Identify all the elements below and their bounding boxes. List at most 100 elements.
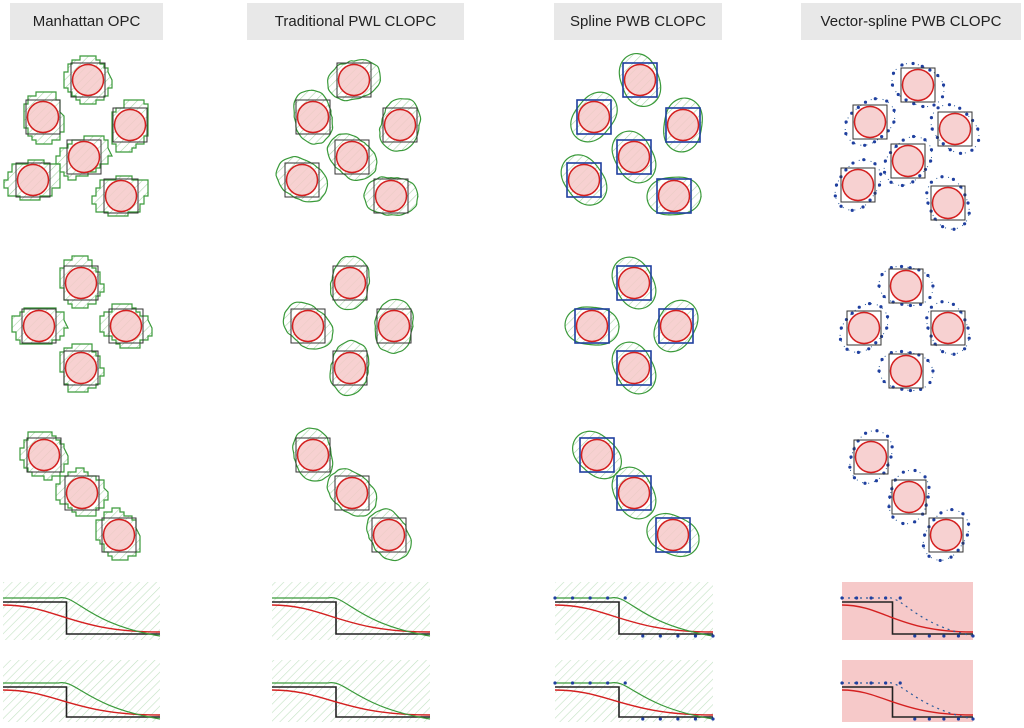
contact	[326, 468, 378, 517]
printed-contour	[291, 309, 325, 343]
target-square	[295, 99, 331, 135]
control-point	[840, 596, 844, 600]
control-point	[951, 302, 955, 306]
control-point	[941, 83, 946, 87]
control-point	[971, 634, 975, 638]
printed-contour	[65, 476, 99, 510]
control-point	[952, 227, 956, 231]
control-point	[676, 634, 680, 638]
control-point	[845, 347, 849, 351]
contact	[925, 300, 971, 356]
header-label: Traditional PWL CLOPC	[274, 13, 437, 30]
target-square	[658, 308, 694, 344]
control-point	[869, 596, 873, 600]
printed-contour	[335, 476, 369, 510]
contact	[564, 306, 620, 346]
control-point	[951, 177, 955, 181]
target-square	[890, 143, 926, 179]
printed-contour	[575, 309, 609, 343]
contact	[571, 430, 623, 480]
target-square	[332, 350, 368, 386]
panel-r4-c1	[2, 582, 161, 722]
printed-contour	[656, 518, 690, 552]
target-square	[371, 517, 407, 553]
target-square	[900, 67, 936, 103]
printed-contour	[26, 100, 60, 134]
target-square	[616, 139, 652, 175]
control-point	[967, 211, 971, 215]
target-square	[852, 104, 888, 140]
control-point	[867, 301, 872, 306]
contact	[611, 130, 657, 184]
header-traditional-pwl-clopc: Traditional PWL CLOPC	[247, 3, 464, 40]
control-point	[890, 445, 894, 449]
control-point	[927, 485, 931, 489]
control-point	[935, 135, 940, 140]
header-label: Spline PWB CLOPC	[570, 13, 706, 30]
printed-contour	[889, 269, 923, 303]
control-point	[920, 64, 924, 68]
printed-contour	[931, 311, 965, 345]
control-point	[658, 634, 662, 638]
control-point	[911, 61, 915, 66]
control-point	[936, 73, 940, 78]
control-point	[863, 431, 868, 435]
control-point	[872, 140, 877, 144]
printed-edge	[271, 604, 431, 633]
control-point	[956, 548, 960, 552]
header-label: Vector-spline PWB CLOPC	[820, 13, 1002, 30]
control-point	[948, 148, 952, 152]
control-point	[553, 681, 557, 685]
control-point	[693, 717, 698, 721]
printed-contour	[16, 163, 50, 197]
target-square	[70, 62, 106, 98]
control-point	[891, 515, 895, 519]
control-point	[927, 634, 931, 638]
printed-contour	[892, 480, 926, 514]
control-point	[926, 358, 930, 363]
control-point	[932, 518, 936, 522]
control-point	[863, 481, 867, 485]
mask-edge	[3, 682, 161, 720]
contact	[890, 61, 946, 109]
control-point	[925, 316, 929, 320]
contact	[63, 55, 113, 105]
control-point	[908, 303, 913, 308]
mask-edge	[272, 597, 431, 637]
control-point	[693, 634, 698, 638]
printed-contour	[617, 476, 651, 510]
printed-contour	[337, 63, 371, 97]
printed-contour	[64, 351, 98, 385]
control-point	[874, 341, 878, 345]
control-point	[885, 99, 889, 103]
control-point	[839, 204, 843, 208]
target-square	[928, 517, 964, 553]
panel-r4-c3	[553, 582, 715, 722]
target-square	[888, 268, 924, 304]
contact	[111, 99, 149, 153]
printed-contour	[580, 438, 614, 472]
control-point	[919, 302, 923, 306]
control-point	[926, 201, 930, 205]
printed-edge	[554, 604, 714, 633]
printed-contour	[22, 309, 56, 343]
control-point	[888, 495, 892, 499]
printed-contour	[27, 438, 61, 472]
control-point	[911, 134, 916, 139]
contact	[292, 427, 334, 482]
control-point	[949, 555, 953, 559]
contact	[282, 301, 334, 350]
target-square	[579, 437, 615, 473]
printed-edge	[554, 689, 714, 716]
contact	[848, 429, 894, 485]
control-point	[880, 357, 884, 362]
control-point	[913, 634, 917, 638]
control-point	[925, 191, 929, 195]
contact	[99, 303, 153, 349]
control-point	[623, 596, 627, 600]
control-point	[854, 596, 859, 600]
control-point	[889, 180, 893, 184]
contact	[560, 154, 608, 206]
panel-r1-c3	[560, 52, 703, 216]
control-point	[923, 167, 928, 172]
